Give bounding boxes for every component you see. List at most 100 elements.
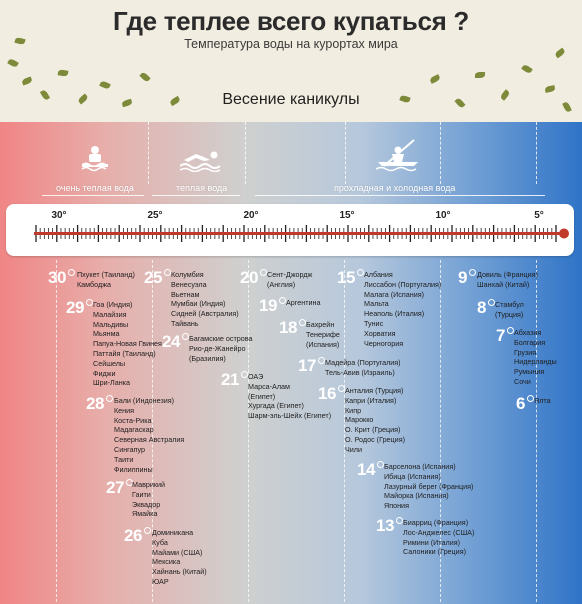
place-name: Капри (Италия) [345, 395, 397, 405]
place-name: Довиль (Франция) [477, 270, 538, 279]
place-name: Северная Австралия [114, 435, 185, 445]
degree-icon [318, 357, 325, 364]
place-name: Папуа-Новая Гвинея [93, 339, 162, 349]
place-list: Маврикий Гаити Эквадор Ямайка [132, 480, 165, 519]
place-name: Гаити [132, 489, 151, 499]
column-guide [440, 260, 441, 602]
place-name: Мадейра (Португалия) [325, 358, 401, 367]
place-name: Коста-Рика [114, 415, 152, 425]
temp-value: 28 [86, 394, 104, 413]
temp-value: 24 [162, 332, 180, 351]
place-list: Сент-Джордж (Англия) [267, 270, 312, 290]
degree-icon [488, 299, 495, 306]
place-name: Нидерланды [514, 357, 557, 367]
place-name: Рио-де-Жанейро [189, 343, 246, 353]
category-label-very-warm: очень теплая вода [56, 183, 134, 193]
place-name: Маврикий [132, 480, 166, 489]
kayak-icon [375, 138, 420, 177]
category-label-cool: прохладная и холодная вода [334, 183, 456, 193]
place-name: Пхукет (Таиланд) [77, 270, 135, 279]
degree-icon [396, 517, 403, 524]
leaf-ornament [21, 76, 33, 86]
place-name: Ялта [534, 396, 551, 405]
place-name: Сент-Джордж [267, 270, 313, 279]
place-name: Чили [345, 444, 363, 454]
place-name: ЮАР [152, 576, 169, 586]
place-list: Анталия (Турция) Капри (Италия) Кипр Марокк… [345, 386, 405, 455]
place-name: Сингапур [114, 444, 146, 454]
section-title: Весение каникулы [222, 91, 360, 108]
place-list: Аргентина [286, 298, 321, 308]
place-list: Пхукет (Таиланд) Камбоджа [77, 270, 135, 290]
place-name: Хургада (Египет) [248, 401, 304, 411]
place-list: Довиль (Франция) Шанхай (Китай) [477, 270, 538, 290]
place-name: Биарриц (Франция) [403, 518, 469, 527]
place-name: Тайвань [171, 318, 199, 328]
swimmer-icon [179, 148, 222, 177]
leaf-ornament [475, 72, 485, 78]
place-name: Стамбул [495, 300, 524, 309]
place-list: ОАЭ Марса-Алам (Египет) Хургада (Египет) Шар… [248, 372, 331, 421]
temp-value: 20 [240, 268, 258, 287]
column-guide [248, 260, 249, 602]
place-name: Лиссабон (Португалия) [364, 279, 442, 289]
place-name: Мьянма [93, 329, 120, 339]
place-name: (Турция) [495, 309, 524, 319]
place-list: Ялта [534, 396, 551, 406]
tick-label: 15° [339, 210, 355, 221]
page-subtitle: Температура воды на курортах мира [184, 37, 398, 51]
degree-icon [279, 297, 286, 304]
temp-value: 6 [516, 394, 525, 413]
degree-icon [260, 269, 267, 276]
temp-value: 8 [477, 298, 486, 317]
place-name: Анталия (Турция) [345, 386, 404, 395]
leaf-ornament [7, 57, 19, 69]
place-list: Стамбул (Турция) [495, 300, 524, 320]
place-name: О. Крит (Греция) [345, 425, 401, 435]
place-name: Лос-Анджелес (США) [403, 527, 475, 537]
column-guide [344, 260, 345, 602]
degree-icon [241, 371, 248, 378]
place-list: Гоа (Индия) Малайзия Мальдивы Мьянма Папуа-Н… [93, 300, 162, 388]
temp-value: 19 [259, 296, 277, 315]
place-name: Майами (США) [152, 547, 203, 557]
temp-value: 30 [48, 268, 66, 287]
place-name: Венесуэла [171, 279, 207, 289]
leaf-ornament [99, 80, 111, 90]
leaf-ornament [429, 74, 441, 84]
temp-value: 7 [496, 326, 505, 345]
temp-value: 15 [337, 268, 355, 287]
divider-line [440, 122, 441, 184]
place-name: Паттайя (Таиланд) [93, 348, 156, 358]
temp-value: 26 [124, 526, 142, 545]
place-name: Хорватия [364, 328, 396, 338]
place-name: Марса-Алам [248, 381, 290, 391]
place-name: Фиджи [93, 368, 116, 378]
place-name: Таити [114, 454, 134, 464]
tick-label: 10° [435, 210, 451, 221]
divider-line [536, 122, 537, 184]
temp-value: 9 [458, 268, 467, 287]
temp-value: 29 [66, 298, 84, 317]
place-name: Сейшелы [93, 358, 126, 368]
place-name: Шанхай (Китай) [477, 279, 530, 289]
chart-area: очень теплая вода теплая вода прохладная… [0, 122, 582, 604]
degree-icon [126, 479, 133, 486]
place-list: Бали (Индонезия) Кения Коста-Рика Мадагаска… [114, 396, 184, 474]
tick-label: 5° [534, 210, 544, 221]
place-name: Мальдивы [93, 319, 129, 329]
leaf-ornament [57, 69, 69, 77]
place-name: (Англия) [267, 279, 296, 289]
temp-value: 16 [318, 384, 336, 403]
degree-icon [144, 527, 151, 534]
place-name: Колумбия [171, 270, 204, 279]
column-guide [536, 260, 537, 602]
place-name: Мумбаи (Индия) [171, 299, 226, 309]
category-label-warm: теплая вода [176, 183, 228, 193]
place-name: Гоа (Индия) [93, 300, 133, 309]
place-name: Сидней (Австралия) [171, 309, 239, 319]
place-name: Филиппины [114, 464, 153, 474]
temp-value: 14 [357, 460, 375, 479]
place-name: Куба [152, 537, 168, 547]
place-name: Кения [114, 405, 135, 415]
